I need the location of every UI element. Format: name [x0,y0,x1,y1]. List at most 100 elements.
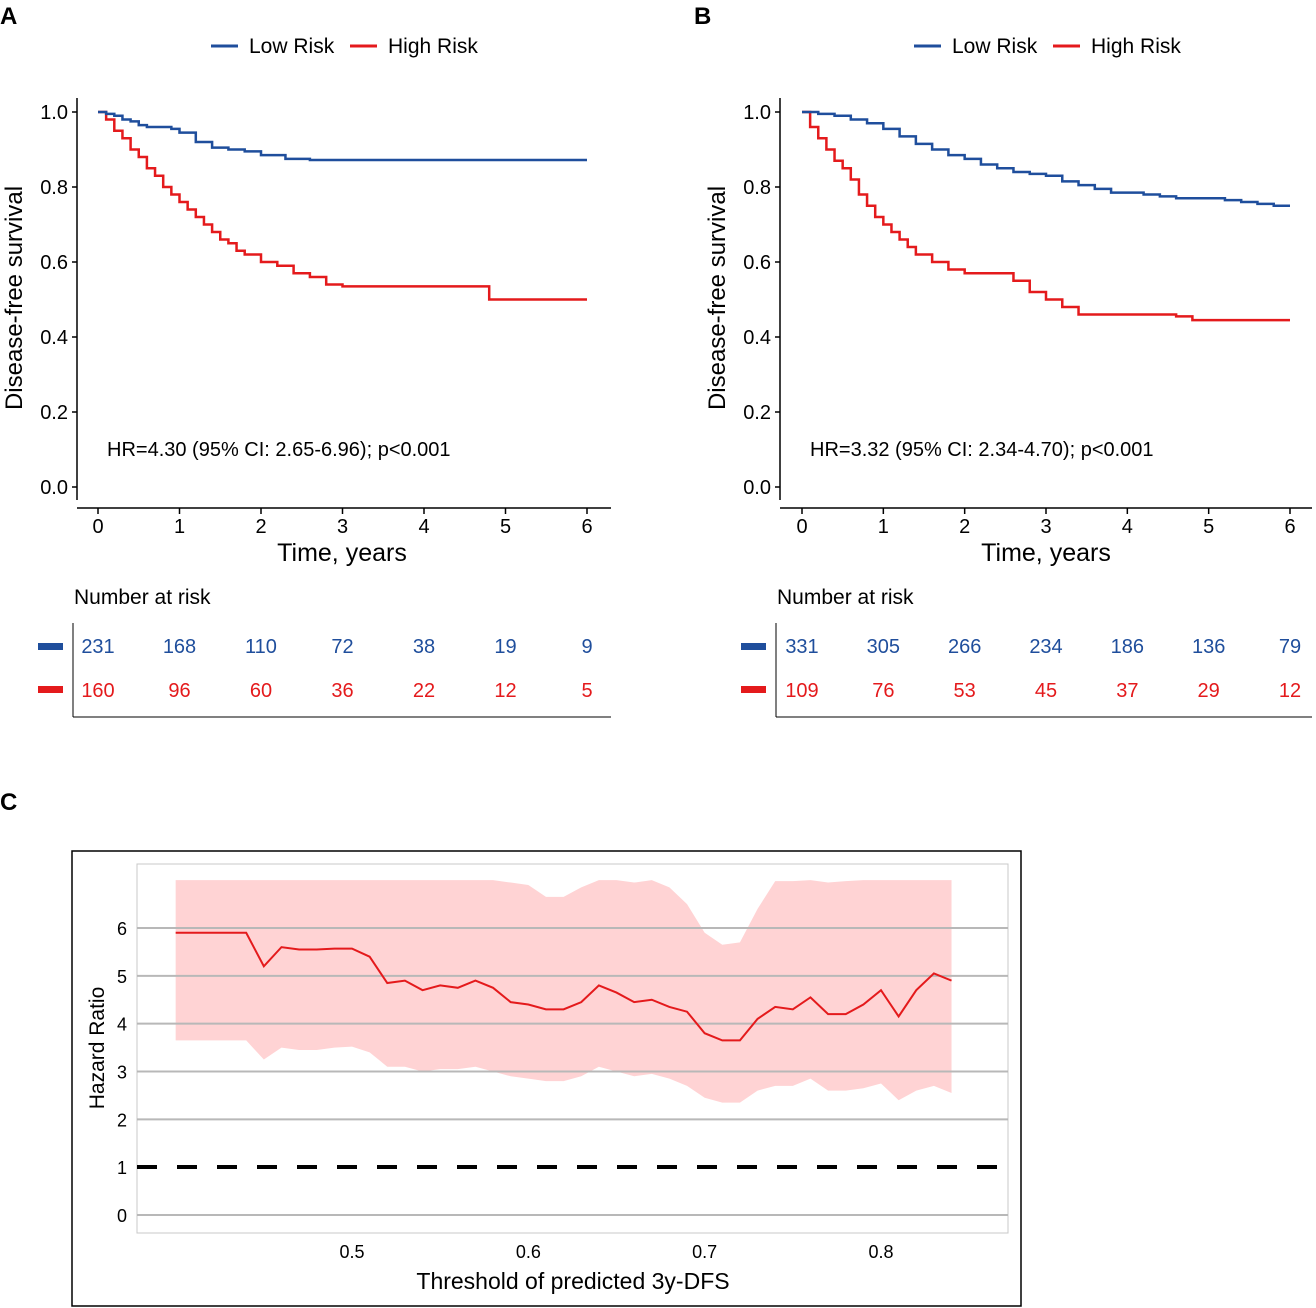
panel-c: C 0 1 2 3 4 5 6 0.5 0.6 0.7 0.8 Hazard Ratio Thre… [0,789,1022,1307]
risk-table: 331 109 305 76 266 53 234 45 186 37 136 29 79 12 [785,636,1301,702]
risk-table-title: Number at risk [74,586,211,609]
x-tick-label: 4 [418,516,429,538]
y-axis-ticks: 0 1 2 3 4 5 6 [117,919,127,1226]
risk-count-high: 5 [581,680,592,702]
x-tick-label: 0.6 [516,1242,541,1262]
x-tick-label: 0.7 [692,1242,717,1262]
x-axis-label: Threshold of predicted 3y-DFS [416,1268,729,1294]
risk-count-high: 109 [785,680,818,702]
y-tick-label: 3 [117,1063,127,1083]
risk-count-high: 160 [81,680,114,702]
risk-table-low-swatch [741,643,766,650]
x-tick-label: 1 [878,516,889,538]
y-tick-label: 0.8 [743,177,771,199]
x-tick-label: 3 [337,516,348,538]
risk-count-low: 79 [1279,636,1301,658]
x-tick-label: 2 [255,516,266,538]
risk-table: 231 160 168 96 110 60 72 36 38 22 19 12 9 5 [81,636,592,702]
risk-count-low: 9 [581,636,592,658]
legend-low-risk: Low Risk [249,35,335,58]
x-axis-ticks: 0.5 0.6 0.7 0.8 [339,1242,893,1262]
gridlines [137,927,1008,1216]
panel-a-legend: Low Risk High Risk [211,35,478,58]
risk-count-high: 45 [1035,680,1057,702]
risk-count-low: 19 [494,636,516,658]
legend-high-risk: High Risk [388,35,478,58]
y-tick-label: 6 [117,919,127,939]
x-tick-label: 0.5 [339,1242,364,1262]
series-line-low-risk [802,110,1290,207]
risk-count-low: 231 [81,636,114,658]
y-axis-ticks: 0.0 0.2 0.4 0.6 0.8 1.0 [40,102,77,499]
x-axis-label: Time, years [277,539,407,567]
y-tick-label: 0.2 [743,402,771,424]
risk-count-high: 12 [494,680,516,702]
panel-b-letter: B [694,3,711,30]
y-tick-label: 0.4 [40,327,68,349]
panel-b: B Low Risk High Risk 0.00.20.40.60.81.0 … [694,3,1312,718]
y-tick-label: 1.0 [743,102,771,124]
legend-low-risk: Low Risk [952,35,1038,58]
y-tick-label: 0.0 [743,477,771,499]
risk-count-low: 38 [413,636,435,658]
confidence-band [175,880,952,1103]
x-tick-label: 0.8 [868,1242,893,1262]
y-axis-label: Disease-free survival [704,186,731,410]
risk-table-low-swatch [38,643,63,650]
risk-count-low: 305 [867,636,900,658]
y-tick-label: 5 [117,967,127,987]
x-tick-label: 6 [581,516,592,538]
x-tick-label: 2 [959,516,970,538]
panel-c-letter: C [0,789,17,816]
x-tick-label: 5 [500,516,511,538]
x-axis-ticks: 0 1 2 3 4 5 6 [796,508,1296,538]
series-line-low-risk [98,110,587,162]
y-tick-label: 1.0 [40,102,68,124]
x-axis-label: Time, years [981,539,1111,567]
risk-count-high: 12 [1279,680,1301,702]
y-axis-label: Disease-free survival [1,186,28,410]
y-tick-label: 0.6 [40,252,68,274]
y-axis-label: Hazard Ratio [86,987,109,1110]
y-tick-label: 0.4 [743,327,771,349]
risk-count-high: 53 [954,680,976,702]
x-tick-label: 5 [1203,516,1214,538]
y-tick-label: 0.8 [40,177,68,199]
risk-count-low: 136 [1192,636,1225,658]
risk-table-title: Number at risk [777,586,914,609]
risk-count-high: 36 [331,680,353,702]
y-tick-label: 0.6 [743,252,771,274]
risk-count-low: 331 [785,636,818,658]
panel-a-letter: A [0,3,17,30]
risk-count-high: 76 [872,680,894,702]
risk-count-low: 266 [948,636,981,658]
y-tick-label: 2 [117,1110,127,1130]
x-axis-ticks: 0 1 2 3 4 5 6 [92,508,593,538]
y-tick-label: 0.2 [40,402,68,424]
x-tick-label: 0 [92,516,103,538]
risk-count-high: 60 [250,680,272,702]
risk-count-high: 22 [413,680,435,702]
risk-count-high: 29 [1198,680,1220,702]
hazard-ratio-annotation: HR=3.32 (95% CI: 2.34-4.70); p<0.001 [810,439,1154,461]
risk-count-low: 168 [163,636,196,658]
y-tick-label: 4 [117,1015,127,1035]
y-tick-label: 0.0 [40,477,68,499]
series-line-high-risk [802,110,1290,322]
risk-count-low: 186 [1111,636,1144,658]
hazard-ratio-annotation: HR=4.30 (95% CI: 2.65-6.96); p<0.001 [107,439,451,461]
risk-count-low: 110 [245,636,277,658]
x-tick-label: 1 [174,516,185,538]
legend-high-risk: High Risk [1091,35,1181,58]
y-tick-label: 0 [117,1206,127,1226]
y-axis-ticks: 0.0 0.2 0.4 0.6 0.8 1.0 [743,102,780,499]
risk-count-high: 37 [1116,680,1138,702]
panel-b-legend: Low Risk High Risk [914,35,1181,58]
risk-count-low: 234 [1029,636,1062,658]
x-tick-label: 3 [1040,516,1051,538]
risk-count-high: 96 [168,680,190,702]
x-tick-label: 6 [1284,516,1295,538]
risk-table-high-swatch [38,686,63,693]
x-tick-label: 4 [1122,516,1133,538]
